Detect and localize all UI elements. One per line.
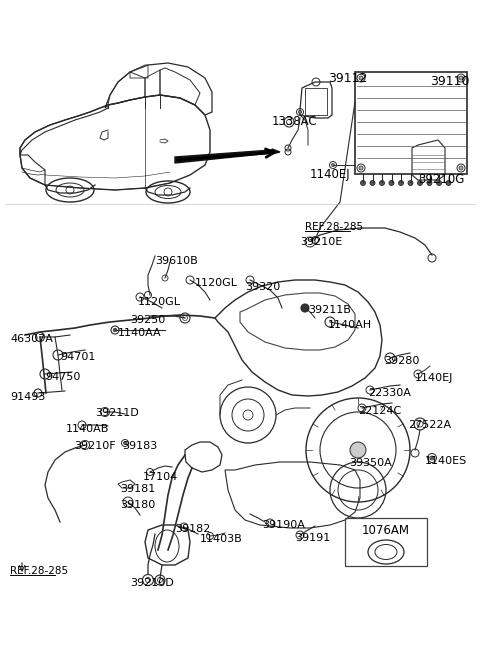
Text: 39112: 39112 — [328, 72, 367, 85]
Text: 39210D: 39210D — [130, 578, 174, 588]
Text: 1140EJ: 1140EJ — [415, 373, 454, 383]
Text: 1076AM: 1076AM — [362, 525, 410, 537]
Text: 11403B: 11403B — [200, 534, 243, 544]
Ellipse shape — [436, 180, 442, 186]
Ellipse shape — [113, 328, 117, 332]
Text: REF.28-285: REF.28-285 — [305, 222, 363, 232]
Text: 22124C: 22124C — [358, 406, 401, 416]
Text: 39183: 39183 — [122, 441, 157, 451]
Text: 1140AA: 1140AA — [118, 328, 162, 338]
Text: 39320: 39320 — [245, 282, 280, 292]
Ellipse shape — [430, 456, 434, 460]
Ellipse shape — [408, 180, 413, 186]
Text: 39211D: 39211D — [95, 408, 139, 418]
Ellipse shape — [332, 163, 335, 167]
Text: 1140AH: 1140AH — [328, 320, 372, 330]
Ellipse shape — [299, 110, 301, 113]
Text: 94750: 94750 — [45, 372, 80, 382]
Text: 39110: 39110 — [430, 75, 469, 88]
Text: 39182: 39182 — [175, 524, 210, 534]
Text: 39190A: 39190A — [262, 520, 305, 530]
Ellipse shape — [380, 180, 384, 186]
Ellipse shape — [123, 441, 127, 445]
Text: 27522A: 27522A — [408, 420, 451, 430]
Text: 22330A: 22330A — [368, 388, 411, 398]
Ellipse shape — [459, 166, 463, 170]
Text: 1140ES: 1140ES — [425, 456, 467, 466]
Text: 1120GL: 1120GL — [138, 297, 181, 307]
Text: 39350A: 39350A — [349, 458, 392, 468]
Ellipse shape — [418, 180, 422, 186]
Ellipse shape — [359, 166, 363, 170]
Ellipse shape — [360, 180, 365, 186]
Text: 39210F: 39210F — [74, 441, 116, 451]
Text: 1140AB: 1140AB — [66, 424, 109, 434]
Text: 1338AC: 1338AC — [272, 115, 318, 128]
Text: 39181: 39181 — [120, 484, 155, 494]
Text: 39280: 39280 — [384, 356, 420, 366]
Text: 17104: 17104 — [143, 472, 178, 482]
Ellipse shape — [359, 76, 363, 80]
Ellipse shape — [398, 180, 404, 186]
Text: 39180: 39180 — [120, 500, 155, 510]
Text: 91493: 91493 — [10, 392, 46, 402]
Text: 39610B: 39610B — [155, 256, 198, 266]
Text: 39210G: 39210G — [418, 173, 464, 186]
Text: REF.28-285: REF.28-285 — [10, 566, 68, 576]
Text: 39250: 39250 — [130, 315, 165, 325]
Text: 39191: 39191 — [295, 533, 330, 543]
Ellipse shape — [389, 180, 394, 186]
Polygon shape — [175, 149, 280, 163]
Ellipse shape — [446, 180, 451, 186]
Ellipse shape — [301, 304, 309, 312]
Ellipse shape — [350, 442, 366, 458]
Text: 1120GL: 1120GL — [195, 278, 238, 288]
Text: 39211B: 39211B — [308, 305, 351, 315]
Ellipse shape — [427, 180, 432, 186]
Text: 39210E: 39210E — [300, 237, 342, 247]
Text: 94701: 94701 — [60, 352, 96, 362]
Ellipse shape — [370, 180, 375, 186]
Ellipse shape — [459, 76, 463, 80]
Text: 1140EJ: 1140EJ — [310, 168, 350, 181]
Text: 46307A: 46307A — [10, 334, 53, 344]
